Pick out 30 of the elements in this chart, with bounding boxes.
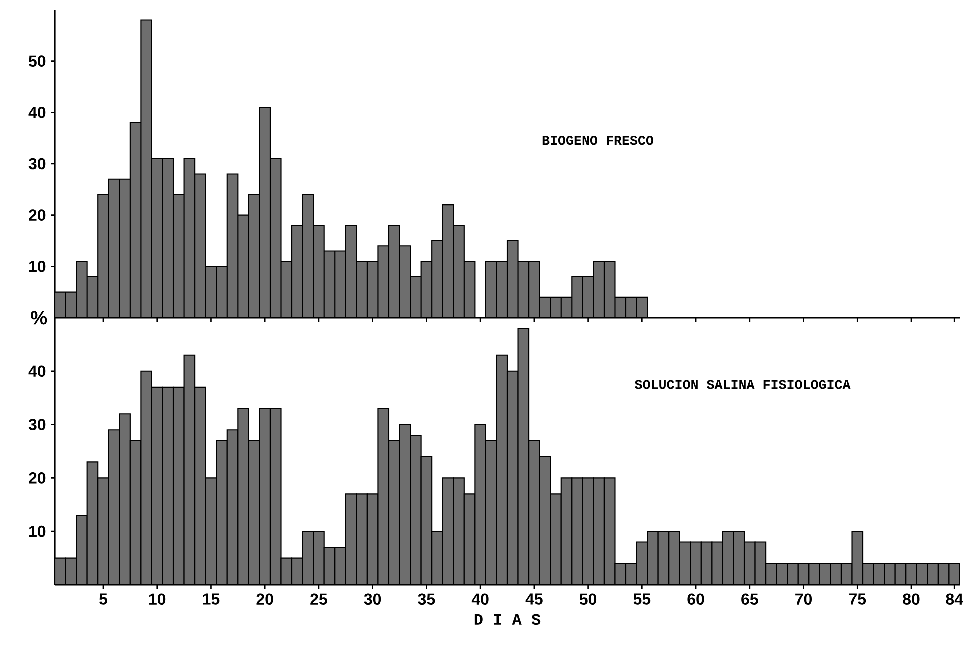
text: BIOGENO FRESCO xyxy=(542,136,654,146)
x-axis-title: D I A S xyxy=(474,614,541,626)
text: SOLUCION SALINA FISIOLOGICA xyxy=(635,380,851,390)
x-tick-label: 40 xyxy=(472,594,489,606)
x-tick-label: 65 xyxy=(742,594,758,606)
x-tick-label: 70 xyxy=(796,594,812,606)
y-tick-label: 10 xyxy=(30,261,46,272)
x-tick-label: 15 xyxy=(203,594,220,605)
y-tick-label: 50 xyxy=(29,56,46,67)
y-tick-label: 10 xyxy=(30,526,46,538)
y-tick-label: 20 xyxy=(29,210,46,221)
x-tick-label: 10 xyxy=(149,594,166,606)
x-tick-label: 5 xyxy=(100,594,108,605)
x-tick-label: 30 xyxy=(364,594,382,606)
x-tick-label: 25 xyxy=(310,594,328,606)
y-axis-title: % xyxy=(31,311,48,325)
x-tick-label: 84 xyxy=(946,594,964,606)
x-tick-label: 35 xyxy=(418,594,436,606)
y-tick-label: 20 xyxy=(29,472,46,484)
y-tick-label: 30 xyxy=(28,158,46,170)
x-tick-label: 75 xyxy=(849,594,866,605)
x-tick-label: 45 xyxy=(526,594,543,605)
x-tick-label: 20 xyxy=(256,594,274,606)
y-tick-label: 30 xyxy=(28,419,46,430)
x-tick-label: 55 xyxy=(634,594,651,605)
x-tick-label: 60 xyxy=(688,594,704,606)
x-tick-label: 50 xyxy=(580,594,597,606)
x-tick-label: 80 xyxy=(903,594,920,606)
y-tick-label: 40 xyxy=(28,366,46,378)
y-tick-label: 40 xyxy=(28,107,46,118)
